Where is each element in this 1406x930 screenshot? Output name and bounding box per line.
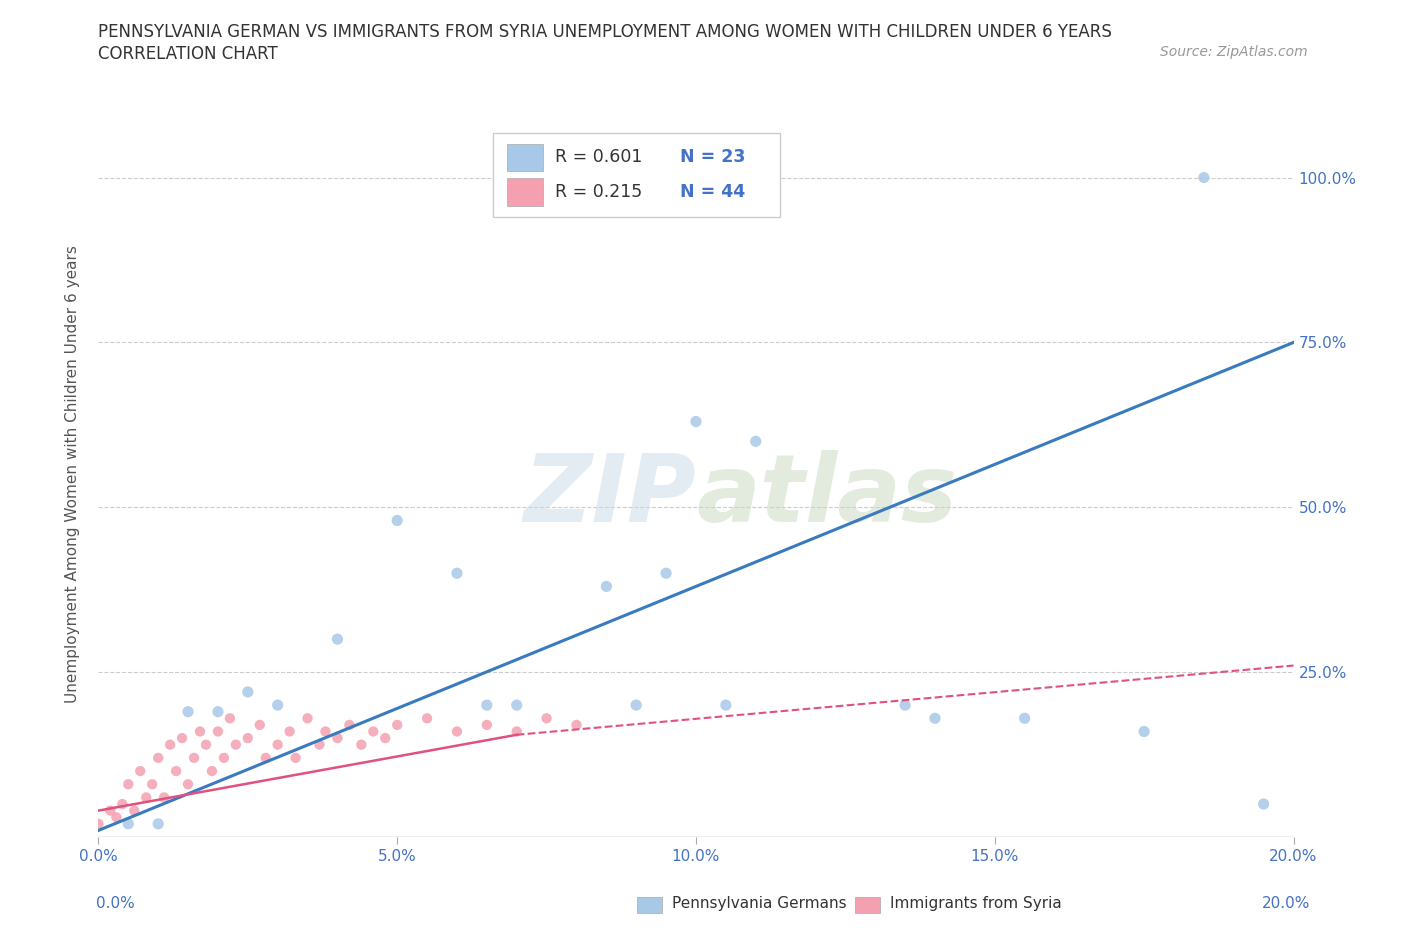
Text: Source: ZipAtlas.com: Source: ZipAtlas.com — [1160, 45, 1308, 59]
Point — [714, 698, 737, 712]
Text: PENNSYLVANIA GERMAN VS IMMIGRANTS FROM SYRIA UNEMPLOYMENT AMONG WOMEN WITH CHILD: PENNSYLVANIA GERMAN VS IMMIGRANTS FROM S… — [98, 23, 1112, 41]
Text: ZIP: ZIP — [523, 450, 696, 542]
Point — [177, 704, 200, 719]
Point — [111, 797, 134, 812]
Point — [159, 737, 181, 752]
Point — [308, 737, 330, 752]
Point — [153, 790, 176, 804]
Point — [339, 717, 361, 732]
Point — [267, 698, 290, 712]
Text: R = 0.601: R = 0.601 — [555, 148, 643, 166]
Point — [1133, 724, 1156, 739]
Bar — [508, 143, 543, 171]
Text: N = 23: N = 23 — [681, 148, 745, 166]
Point — [141, 777, 163, 791]
Point — [249, 717, 271, 732]
Point — [506, 698, 529, 712]
Point — [254, 751, 277, 765]
Point — [195, 737, 218, 752]
Point — [1253, 797, 1275, 812]
Point — [475, 698, 498, 712]
Point — [1192, 170, 1215, 185]
Point — [212, 751, 235, 765]
Point — [626, 698, 648, 712]
Point — [685, 414, 707, 429]
Point — [124, 804, 146, 818]
Point — [183, 751, 205, 765]
Point — [284, 751, 307, 765]
Point — [326, 631, 349, 646]
Point — [219, 711, 242, 725]
Point — [177, 777, 200, 791]
Point — [1014, 711, 1036, 725]
Y-axis label: Unemployment Among Women with Children Under 6 years: Unemployment Among Women with Children U… — [65, 246, 80, 703]
Point — [236, 684, 259, 699]
Point — [87, 817, 110, 831]
Point — [475, 717, 498, 732]
Text: 20.0%: 20.0% — [1263, 897, 1310, 911]
Text: 0.0%: 0.0% — [96, 897, 135, 911]
Text: CORRELATION CHART: CORRELATION CHART — [98, 45, 278, 62]
Point — [117, 817, 139, 831]
Text: atlas: atlas — [696, 450, 957, 542]
Point — [315, 724, 337, 739]
Point — [385, 717, 409, 732]
Point — [148, 817, 170, 831]
Point — [446, 724, 468, 739]
Point — [225, 737, 247, 752]
Point — [416, 711, 439, 725]
Point — [374, 731, 396, 746]
Bar — [494, 133, 780, 217]
Text: N = 44: N = 44 — [681, 183, 745, 201]
Point — [207, 724, 229, 739]
Point — [297, 711, 319, 725]
Point — [894, 698, 917, 712]
Text: Pennsylvania Germans: Pennsylvania Germans — [633, 897, 846, 911]
Point — [105, 810, 128, 825]
Point — [446, 565, 468, 580]
Point — [506, 724, 529, 739]
Point — [207, 704, 229, 719]
Point — [565, 717, 588, 732]
Text: Immigrants from Syria: Immigrants from Syria — [851, 897, 1062, 911]
Point — [188, 724, 211, 739]
Point — [655, 565, 678, 580]
Point — [363, 724, 385, 739]
Text: R = 0.215: R = 0.215 — [555, 183, 643, 201]
Point — [117, 777, 139, 791]
Point — [267, 737, 290, 752]
Point — [135, 790, 157, 804]
Point — [201, 764, 224, 778]
Point — [536, 711, 558, 725]
Point — [595, 579, 617, 594]
Point — [236, 731, 259, 746]
Point — [98, 804, 122, 818]
Point — [350, 737, 373, 752]
Point — [326, 731, 349, 746]
Point — [165, 764, 187, 778]
Point — [924, 711, 946, 725]
Point — [148, 751, 170, 765]
Point — [129, 764, 152, 778]
Point — [385, 513, 409, 528]
Point — [278, 724, 301, 739]
Point — [172, 731, 194, 746]
Bar — [508, 179, 543, 206]
Point — [745, 434, 768, 449]
